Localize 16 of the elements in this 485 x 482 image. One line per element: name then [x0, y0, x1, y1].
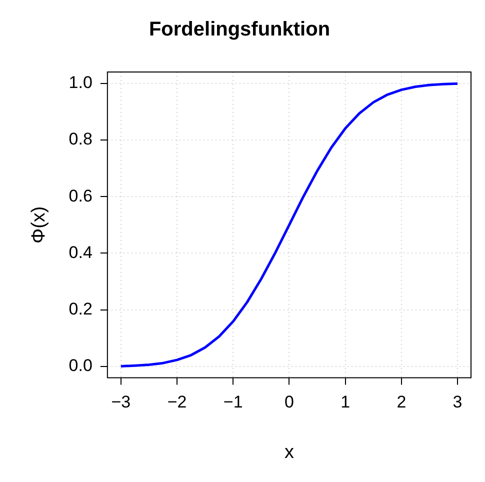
x-tick-label: 2: [396, 392, 406, 412]
x-tick-label: −2: [167, 392, 187, 412]
y-tick-label: 0.6: [68, 186, 92, 206]
x-tick-label: −3: [111, 392, 131, 412]
y-tick-label: 0.8: [68, 130, 92, 149]
y-tick-label: 0.0: [68, 356, 92, 376]
y-tick-label: 0.2: [68, 300, 92, 319]
y-axis-title: Φ(x): [28, 206, 50, 244]
y-tick-label: 1.0: [68, 73, 92, 92]
x-tick-label: −1: [223, 392, 243, 412]
y-tick-label: 0.4: [68, 242, 92, 262]
chart-title: Fordelingsfunktion: [148, 18, 330, 41]
x-tick-label: 0: [284, 392, 294, 412]
x-tick-label: 1: [340, 392, 350, 412]
x-axis-title: x: [284, 442, 294, 463]
x-tick-label: 3: [452, 392, 462, 412]
